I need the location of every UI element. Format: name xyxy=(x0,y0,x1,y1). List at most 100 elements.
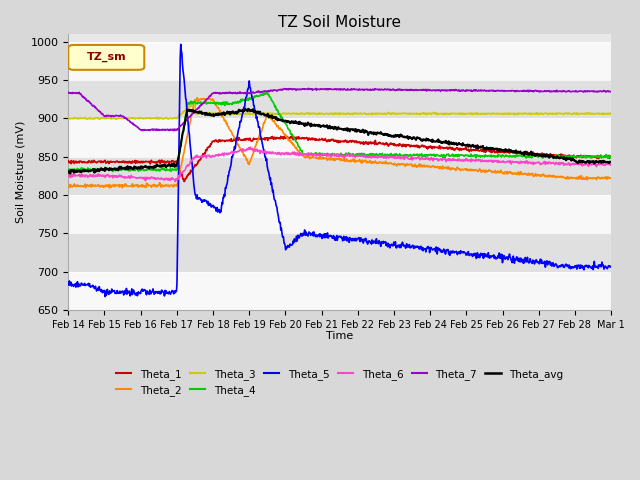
Bar xyxy=(68,272,611,310)
Theta_7 xyxy=(120,114,127,120)
Theta_3 xyxy=(285,110,292,116)
Theta_avg xyxy=(67,171,74,177)
Y-axis label: Soil Moisture (mV): Soil Moisture (mV) xyxy=(15,121,25,223)
Theta_4 xyxy=(438,152,446,158)
Theta_1 xyxy=(607,154,615,160)
Line: Theta_2: Theta_2 xyxy=(68,97,611,188)
Theta_2 xyxy=(499,170,506,176)
Line: Theta_1: Theta_1 xyxy=(68,136,611,181)
Theta_4 xyxy=(120,167,128,173)
Theta_avg xyxy=(285,119,292,125)
Theta_4 xyxy=(65,167,72,172)
Theta_5 xyxy=(499,260,506,265)
Theta_7 xyxy=(170,128,177,133)
Theta_4 xyxy=(263,89,271,95)
Theta_avg xyxy=(120,166,128,172)
Text: TZ_sm: TZ_sm xyxy=(86,51,126,62)
Theta_3 xyxy=(65,115,72,120)
Theta_1 xyxy=(180,179,188,184)
Line: Theta_3: Theta_3 xyxy=(68,101,611,120)
Theta_6 xyxy=(65,173,72,179)
Theta_6 xyxy=(607,162,615,168)
Theta_2 xyxy=(285,137,292,143)
Line: Theta_5: Theta_5 xyxy=(68,44,611,297)
Theta_5 xyxy=(101,294,109,300)
Theta_7 xyxy=(607,89,615,95)
Theta_6 xyxy=(305,150,312,156)
Bar xyxy=(68,233,611,272)
Legend: Theta_1, Theta_2, Theta_3, Theta_4, Theta_5, Theta_6, Theta_7, Theta_avg: Theta_1, Theta_2, Theta_3, Theta_4, Thet… xyxy=(112,365,568,400)
Theta_2 xyxy=(607,175,615,181)
Theta_5 xyxy=(438,249,446,254)
Theta_avg xyxy=(499,148,506,154)
Theta_avg xyxy=(438,140,446,146)
Theta_7 xyxy=(499,87,506,93)
Theta_1 xyxy=(120,159,127,165)
Theta_3 xyxy=(305,110,312,116)
Theta_6 xyxy=(489,159,497,165)
FancyBboxPatch shape xyxy=(68,45,144,70)
Theta_3 xyxy=(499,110,506,116)
Theta_2 xyxy=(65,183,72,189)
Theta_1 xyxy=(438,144,446,150)
Theta_7 xyxy=(305,85,312,91)
Theta_6 xyxy=(172,179,179,184)
Theta_1 xyxy=(305,137,312,143)
Bar xyxy=(68,195,611,233)
Theta_4 xyxy=(489,153,497,159)
Bar xyxy=(68,80,611,118)
Theta_avg xyxy=(65,169,72,175)
Theta_1 xyxy=(285,136,292,142)
Theta_4 xyxy=(285,126,292,132)
Theta_5 xyxy=(65,281,72,287)
Theta_avg xyxy=(607,159,615,165)
Theta_6 xyxy=(120,174,127,180)
Theta_6 xyxy=(285,150,292,156)
Theta_7 xyxy=(489,88,497,94)
Theta_4 xyxy=(109,168,116,174)
Line: Theta_7: Theta_7 xyxy=(68,88,611,131)
Bar xyxy=(68,156,611,195)
Bar xyxy=(68,118,611,156)
Theta_5 xyxy=(177,41,184,47)
Theta_3 xyxy=(191,98,199,104)
Theta_6 xyxy=(438,157,446,163)
Theta_4 xyxy=(607,155,615,160)
Theta_3 xyxy=(120,115,128,121)
Theta_6 xyxy=(499,158,506,164)
X-axis label: Time: Time xyxy=(326,331,353,341)
Theta_7 xyxy=(304,86,312,92)
Theta_1 xyxy=(65,158,72,164)
Theta_2 xyxy=(489,169,497,175)
Theta_2 xyxy=(305,155,312,161)
Theta_5 xyxy=(305,231,312,237)
Line: Theta_6: Theta_6 xyxy=(68,147,611,181)
Bar xyxy=(68,42,611,80)
Theta_5 xyxy=(120,288,128,294)
Theta_3 xyxy=(489,110,497,116)
Theta_3 xyxy=(112,117,120,122)
Line: Theta_avg: Theta_avg xyxy=(68,109,611,174)
Theta_5 xyxy=(607,264,615,270)
Theta_6 xyxy=(246,144,254,150)
Theta_2 xyxy=(106,185,113,191)
Theta_7 xyxy=(438,87,446,93)
Theta_4 xyxy=(305,152,312,158)
Theta_avg xyxy=(489,146,497,152)
Theta_avg xyxy=(241,106,249,112)
Theta_7 xyxy=(65,89,72,95)
Theta_1 xyxy=(281,133,289,139)
Theta_7 xyxy=(285,87,292,93)
Theta_4 xyxy=(499,152,506,158)
Theta_2 xyxy=(438,166,446,172)
Theta_1 xyxy=(499,149,506,155)
Theta_5 xyxy=(489,253,497,259)
Line: Theta_4: Theta_4 xyxy=(68,92,611,171)
Theta_2 xyxy=(120,182,128,188)
Theta_5 xyxy=(285,244,292,250)
Title: TZ Soil Moisture: TZ Soil Moisture xyxy=(278,15,401,30)
Theta_3 xyxy=(607,111,615,117)
Theta_2 xyxy=(205,95,213,100)
Theta_avg xyxy=(305,120,312,126)
Theta_1 xyxy=(489,149,497,155)
